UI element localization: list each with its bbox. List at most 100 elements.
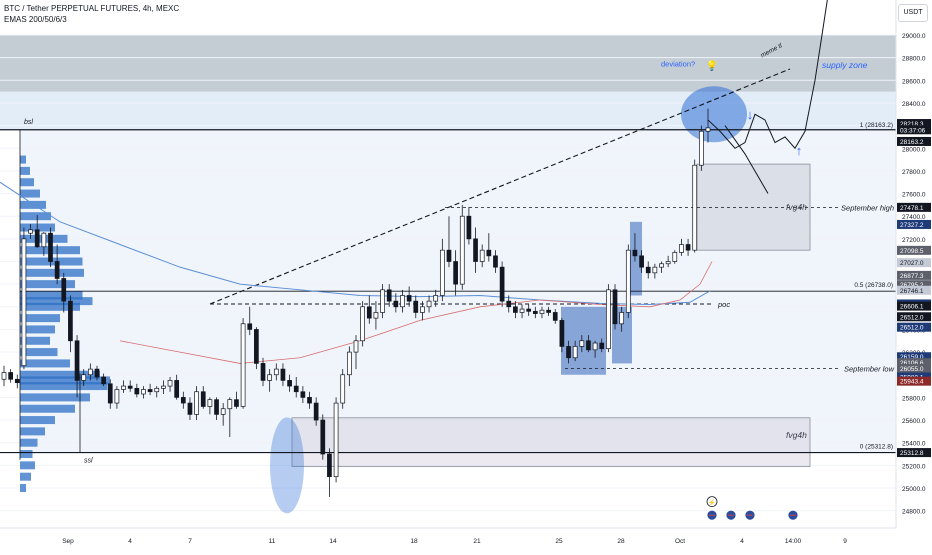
candle-body [227, 399, 233, 410]
september-low-label: September low [844, 365, 895, 374]
y-tick-label: 28600.0 [902, 78, 926, 85]
volume-profile-bar [20, 359, 70, 368]
y-tick-label: 25000.0 [902, 486, 926, 493]
volume-profile-bar [20, 325, 55, 334]
y-tick-label: 25200.0 [902, 463, 926, 470]
candle-body [639, 255, 644, 268]
candle-body [300, 391, 306, 398]
y-tick-label: 29000.0 [902, 33, 926, 40]
candle-body [34, 229, 40, 248]
candle-body [340, 374, 346, 404]
candle-body [187, 402, 193, 415]
candle-body [426, 300, 432, 308]
price-label-bg [897, 358, 931, 368]
symbol-title: BTC / Tether PERPETUAL FUTURES, 4h, MEXC [4, 4, 180, 13]
volume-profile-bar [20, 178, 34, 187]
price-label-bg [897, 136, 931, 146]
candle-body [406, 295, 412, 302]
y-tick-label: 25400.0 [902, 441, 926, 448]
price-label: 27327.2 [900, 222, 924, 229]
candle-body [161, 385, 166, 389]
volume-profile-bar [20, 438, 38, 447]
x-tick-label: 9 [843, 538, 847, 545]
y-tick-label: 27600.0 [902, 192, 926, 199]
candle-body [68, 300, 73, 342]
volume-profile-bar [20, 393, 90, 402]
volume-profile-bar [20, 404, 75, 413]
volume-profile-bar [20, 472, 31, 481]
candle-body [327, 453, 332, 478]
up-arrow-icon: ↑ [796, 143, 803, 158]
price-label-bg [897, 352, 931, 362]
candle-body [194, 391, 199, 415]
x-tick-label: 4 [128, 538, 132, 545]
candle-body [333, 402, 339, 478]
candle-body [552, 312, 558, 321]
candle-body [579, 340, 585, 347]
candle-body [254, 329, 259, 364]
currency-button[interactable]: USDT [898, 4, 928, 22]
candle-body [705, 127, 711, 132]
candle-body [81, 374, 87, 381]
x-tick-label: Sep [62, 538, 74, 545]
price-label: 26512.0 [900, 325, 924, 332]
y-tick-label: 27200.0 [902, 237, 926, 244]
candle-body [234, 399, 239, 407]
candle-body [200, 391, 206, 407]
price-label: 26159.0 [900, 354, 924, 361]
price-label: 28218.3 [900, 121, 924, 128]
time-axis-bg [0, 528, 932, 550]
volume-profile-bar [20, 348, 58, 357]
candle-body [54, 261, 60, 279]
candle-body [174, 380, 180, 398]
price-label-bg [897, 312, 931, 322]
y-tick-label: 25800.0 [902, 395, 926, 402]
candle-body [267, 374, 273, 381]
candle-body [679, 244, 684, 253]
price-label-bg [897, 245, 931, 255]
price-label: 28163.2 [900, 139, 924, 146]
candle-body [692, 164, 698, 251]
candle-body [526, 308, 532, 312]
candle-body [293, 385, 299, 393]
y-tick-label: 28400.0 [902, 101, 926, 108]
price-label-bg [897, 280, 931, 290]
candle-body [127, 385, 133, 389]
x-tick-label: 28 [617, 538, 625, 545]
volume-profile-bar [20, 416, 55, 425]
fvg-lower-box [291, 417, 811, 467]
candle-body [386, 289, 392, 302]
volume-profile-bar [20, 461, 35, 470]
y-tick-label: 28800.0 [902, 56, 926, 63]
ema-red-line [119, 261, 713, 364]
candle-body [94, 368, 100, 378]
price-label: 25312.8 [900, 450, 924, 457]
volume-profile-bar [20, 450, 33, 459]
volume-profile-bar [20, 336, 50, 345]
candle-body [366, 306, 372, 319]
volume-profile-bar [20, 280, 75, 289]
candle-body [486, 249, 492, 257]
fvg-lower-label: fvg4h [786, 430, 807, 440]
candle-body [625, 249, 631, 313]
candle-body [439, 249, 445, 296]
volume-profile-bar [20, 166, 30, 175]
x-tick-label: 14 [329, 538, 337, 545]
candle-body [220, 408, 226, 415]
fib-0-label: 0 (25312.8) [860, 444, 893, 451]
candle-body [519, 308, 525, 313]
volume-profile-bar [20, 376, 110, 385]
volume-profile-bar [20, 427, 45, 436]
volume-profile-bar [20, 291, 83, 300]
candle-body [572, 346, 578, 359]
candle-body [167, 380, 173, 387]
volume-profile-bar [20, 200, 46, 209]
candle-body [74, 340, 80, 381]
september-high-label: September high [841, 203, 894, 212]
candle-body [260, 363, 266, 381]
fib-1-label: 1 (28163.2) [860, 122, 893, 129]
deviation-ellipse [681, 86, 747, 143]
candle-body [539, 309, 545, 314]
